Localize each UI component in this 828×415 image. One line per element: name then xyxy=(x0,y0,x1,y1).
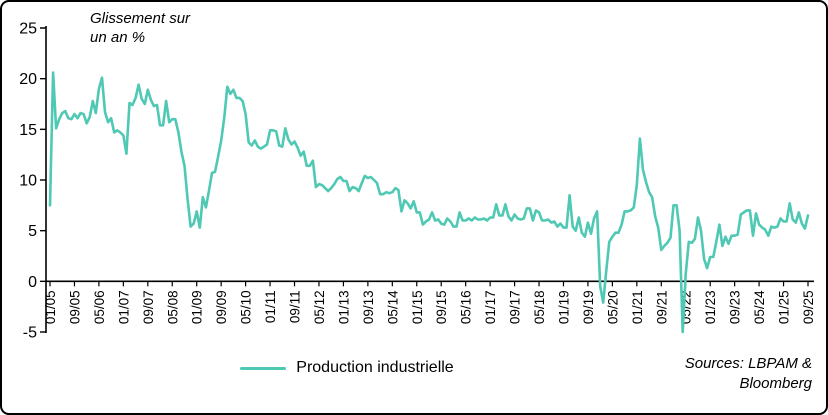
x-tick-label: 05/20 xyxy=(605,290,620,324)
y-tick-label: 20 xyxy=(19,71,37,88)
x-tick-label: 01/15 xyxy=(410,290,425,324)
x-tick-label: 01/19 xyxy=(556,290,571,324)
x-tick-label: 01/21 xyxy=(630,290,645,324)
x-tick-label: 09/09 xyxy=(214,290,229,324)
y-tick-label: 10 xyxy=(19,173,37,190)
x-tick-label: 01/23 xyxy=(703,290,718,324)
x-tick-label: 01/11 xyxy=(263,290,278,323)
x-tick-label: 01/25 xyxy=(777,290,792,324)
y-tick-label: 0 xyxy=(28,274,37,291)
axes xyxy=(40,26,814,333)
x-tick-label: 09/05 xyxy=(67,290,82,324)
x-tick-label: 01/13 xyxy=(336,290,351,324)
x-tick-label: 01/05 xyxy=(43,290,58,324)
legend-line-swatch xyxy=(240,366,287,370)
sources-note: Sources: LBPAM & Bloomberg xyxy=(684,355,812,392)
x-tick-label: 01/09 xyxy=(190,290,205,324)
x-tick-label: 05/16 xyxy=(459,290,474,324)
x-tick-label: 09/25 xyxy=(801,290,816,324)
x-tick-label: 05/12 xyxy=(312,290,327,324)
y-tick-label: 25 xyxy=(19,21,37,38)
x-tick-label: 09/13 xyxy=(361,290,376,324)
x-axis-labels: 01/05 09/05 05/06 01/07 09/07 05/08 01/09 09/09… xyxy=(43,290,816,324)
x-tick-label: 09/23 xyxy=(728,290,743,324)
x-tick-label: 09/15 xyxy=(434,290,449,324)
x-tick-label: 05/08 xyxy=(165,290,180,324)
x-tick-label: 09/19 xyxy=(581,290,596,324)
legend-label: Production industrielle xyxy=(296,359,454,376)
x-tick-label: 09/17 xyxy=(508,290,523,324)
x-tick-label: 05/10 xyxy=(239,290,254,324)
y-axis-title: Glissement sur un an % xyxy=(90,10,191,46)
legend: Production industrielle xyxy=(2,359,692,377)
y-tick-label: 15 xyxy=(19,122,37,139)
x-tick-label: 01/17 xyxy=(483,290,498,324)
x-tick-label: 05/18 xyxy=(532,290,547,324)
x-tick-label: 05/06 xyxy=(92,290,107,324)
x-tick-label: 05/14 xyxy=(385,290,400,324)
x-tick-label: 01/07 xyxy=(116,290,131,324)
x-tick-label: 05/24 xyxy=(752,290,767,324)
x-tick-label: 09/07 xyxy=(141,290,156,324)
y-axis-labels: 25 20 15 10 5 0 -5 xyxy=(19,21,37,342)
production-industrielle-series-line xyxy=(48,71,810,334)
y-tick-label: 5 xyxy=(28,223,37,240)
x-tick-label: 09/11 xyxy=(288,290,303,323)
y-tick-label: -5 xyxy=(23,325,37,342)
x-tick-label: 09/21 xyxy=(654,290,669,324)
